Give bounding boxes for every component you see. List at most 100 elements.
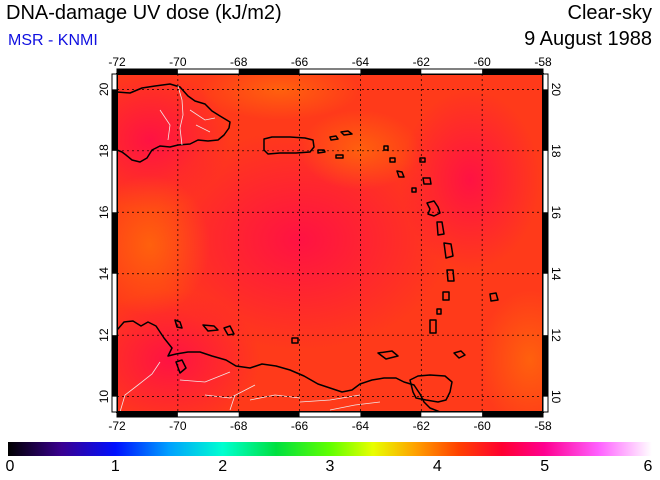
colorbar-tick-label: 2 [218,458,228,475]
bottom-axis-segment [117,412,178,417]
lon-tick-label-top: -60 [473,55,491,69]
los-roques [291,337,299,344]
lon-tick-label-top: -70 [169,55,187,69]
uv-dose-field [117,74,543,412]
source-label: MSR - KNMI [8,32,98,49]
dr-province-lines [159,109,216,141]
right-axis-segment [543,335,548,397]
lat-tick-label-left: 18 [97,144,111,158]
bottom-axis-segment [360,412,422,417]
graticule [117,74,543,412]
lon-tick-label-top: -68 [230,55,248,69]
lat-tick-label-left: 12 [97,328,111,342]
left-axis-segment [112,335,117,397]
lon-tick-label-bottom: -64 [352,419,370,433]
field-high-southwest [117,290,260,412]
lon-tick-label-bottom: -58 [534,419,552,433]
venezuela-colombia-border [119,361,161,412]
lon-tick-label-bottom: -60 [473,419,491,433]
bottom-axis-segment [238,412,300,417]
st-lucia [446,269,455,282]
tobago [453,350,466,359]
colorbar-tick-label: 6 [643,458,653,475]
top-axis-segment [238,69,300,74]
lon-tick-label-bottom: -72 [108,419,126,433]
grenada [429,319,437,334]
haiti-dr-border [177,85,184,146]
margarita [377,350,399,360]
field-low-southeast [480,290,543,412]
lon-tick-label-top: -72 [108,55,126,69]
guadeloupe [426,200,441,217]
field-low-northcenter [300,110,420,190]
colorbar-tick-label: 0 [5,458,15,475]
colorbar-tick-label: 3 [325,458,335,475]
lat-tick-label-right: 14 [549,267,563,281]
anguilla [383,145,389,151]
st-martin [389,157,396,163]
virgin-islands-2 [340,130,353,136]
venezuela-coast [117,320,441,412]
curacao [202,324,219,332]
vieques [317,149,326,154]
martinique [443,242,454,259]
lon-tick-label-bottom: -68 [230,419,248,433]
top-axis-segment [482,69,543,74]
colorbar-tick-label: 1 [110,458,120,475]
lat-tick-label-right: 12 [549,329,563,343]
sky-condition-label: Clear-sky [567,2,652,24]
lon-tick-label-bottom: -66 [291,419,309,433]
bottom-axis-segment [482,412,543,417]
hispaniola-coast [117,83,231,163]
country-borders [119,85,381,412]
lat-tick-label-left: 16 [97,205,111,219]
field-low-north [200,74,360,120]
trinidad [409,374,453,403]
map-title: DNA-damage UV dose (kJ/m2) [6,2,282,24]
lat-tick-label-right: 16 [549,206,563,220]
lon-tick-label-top: -62 [413,55,431,69]
lat-tick-label-right: 20 [549,83,563,97]
left-axis-segment [112,212,117,274]
st-vincent [442,291,450,301]
lon-tick-label-top: -58 [534,55,552,69]
colorbar-tick-label: 4 [432,458,442,475]
left-axis-segment [112,89,117,151]
virgin-islands-1 [329,135,339,141]
lat-tick-label-right: 18 [549,144,563,158]
field-low-west [117,175,210,315]
lat-tick-label-left: 20 [97,82,111,96]
lat-tick-label-left: 14 [97,267,111,281]
aruba [174,319,183,329]
dominica [436,221,445,236]
barbados [489,292,499,302]
bottom-axis-bar [116,411,544,418]
lon-tick-label-top: -64 [352,55,370,69]
paraguana-bay [175,359,187,374]
coastlines [117,83,499,412]
lat-tick-label-right: 10 [549,390,563,404]
right-axis-segment [543,89,548,151]
date-label: 9 August 1988 [524,28,652,50]
lon-tick-label-bottom: -70 [169,419,187,433]
bonaire [223,325,235,336]
montserrat [411,187,417,193]
right-axis-segment [543,212,548,274]
top-axis-segment [117,69,178,74]
field-high-east [400,90,540,270]
top-axis-bar [116,68,544,75]
virgin-islands-3 [335,154,344,159]
barbuda [419,157,426,163]
map-panel: -72 -72 -70 -70 -68 -68 -66 -66 -64 -64 -62 -62 -60 -… [97,55,563,433]
colorbar [8,442,652,456]
map-axes: -72 -72 -70 -70 -68 -68 -66 -66 -64 -64 -62 -62 -60 -… [97,55,563,433]
colorbar-tick-label: 5 [540,458,550,475]
antigua [422,177,432,185]
lon-tick-label-top: -66 [291,55,309,69]
venezuela-state-lines [179,371,381,411]
puerto-rico-coast [263,136,315,155]
lon-tick-label-bottom: -62 [413,419,431,433]
lat-tick-label-left: 10 [97,390,111,404]
top-axis-segment [360,69,422,74]
